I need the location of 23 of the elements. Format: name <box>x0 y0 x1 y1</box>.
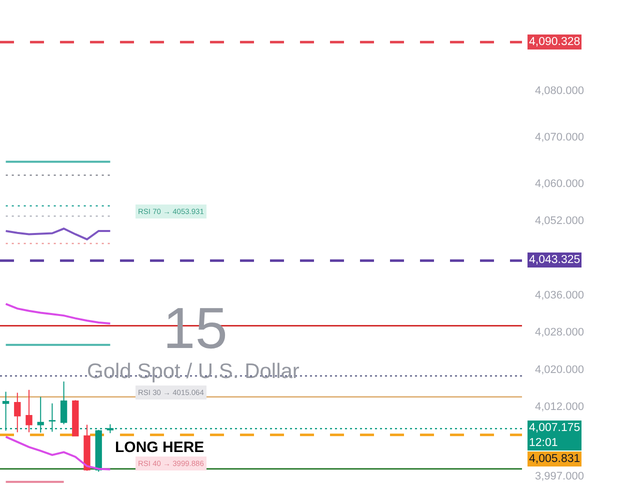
annotation: LONG HERE <box>115 439 204 456</box>
y-tick-label: 4,052.000 <box>535 215 584 228</box>
y-tick-label: 3,997.000 <box>535 470 584 483</box>
y-tick-label: 4,020.000 <box>535 364 584 376</box>
line-series <box>4 302 112 324</box>
y-tick-label: 4,060.000 <box>535 178 584 190</box>
line-series <box>4 228 112 240</box>
y-tick-label: 4,080.000 <box>535 85 584 98</box>
ref-line-label: 4,043.325 <box>529 254 580 266</box>
annotation: Gold Spot / U.S. Dollar <box>87 360 300 383</box>
candlestick <box>84 424 90 472</box>
ref-line-label: 4,005.831 <box>529 453 580 465</box>
ref-line-label: 4,007.175 12:01 <box>529 422 580 449</box>
y-tick-label: 4,070.000 <box>535 131 584 144</box>
y-tick-label: 4,028.000 <box>535 326 584 339</box>
line-series <box>4 436 112 470</box>
y-tick-label: 4,036.000 <box>535 289 584 302</box>
ref-line-label: 4,090.328 <box>529 36 580 48</box>
candlestick <box>26 389 32 433</box>
candlestick <box>60 381 68 425</box>
candlestick <box>14 392 21 433</box>
candlestick <box>72 400 79 436</box>
y-tick-label: 4,012.000 <box>535 401 584 414</box>
